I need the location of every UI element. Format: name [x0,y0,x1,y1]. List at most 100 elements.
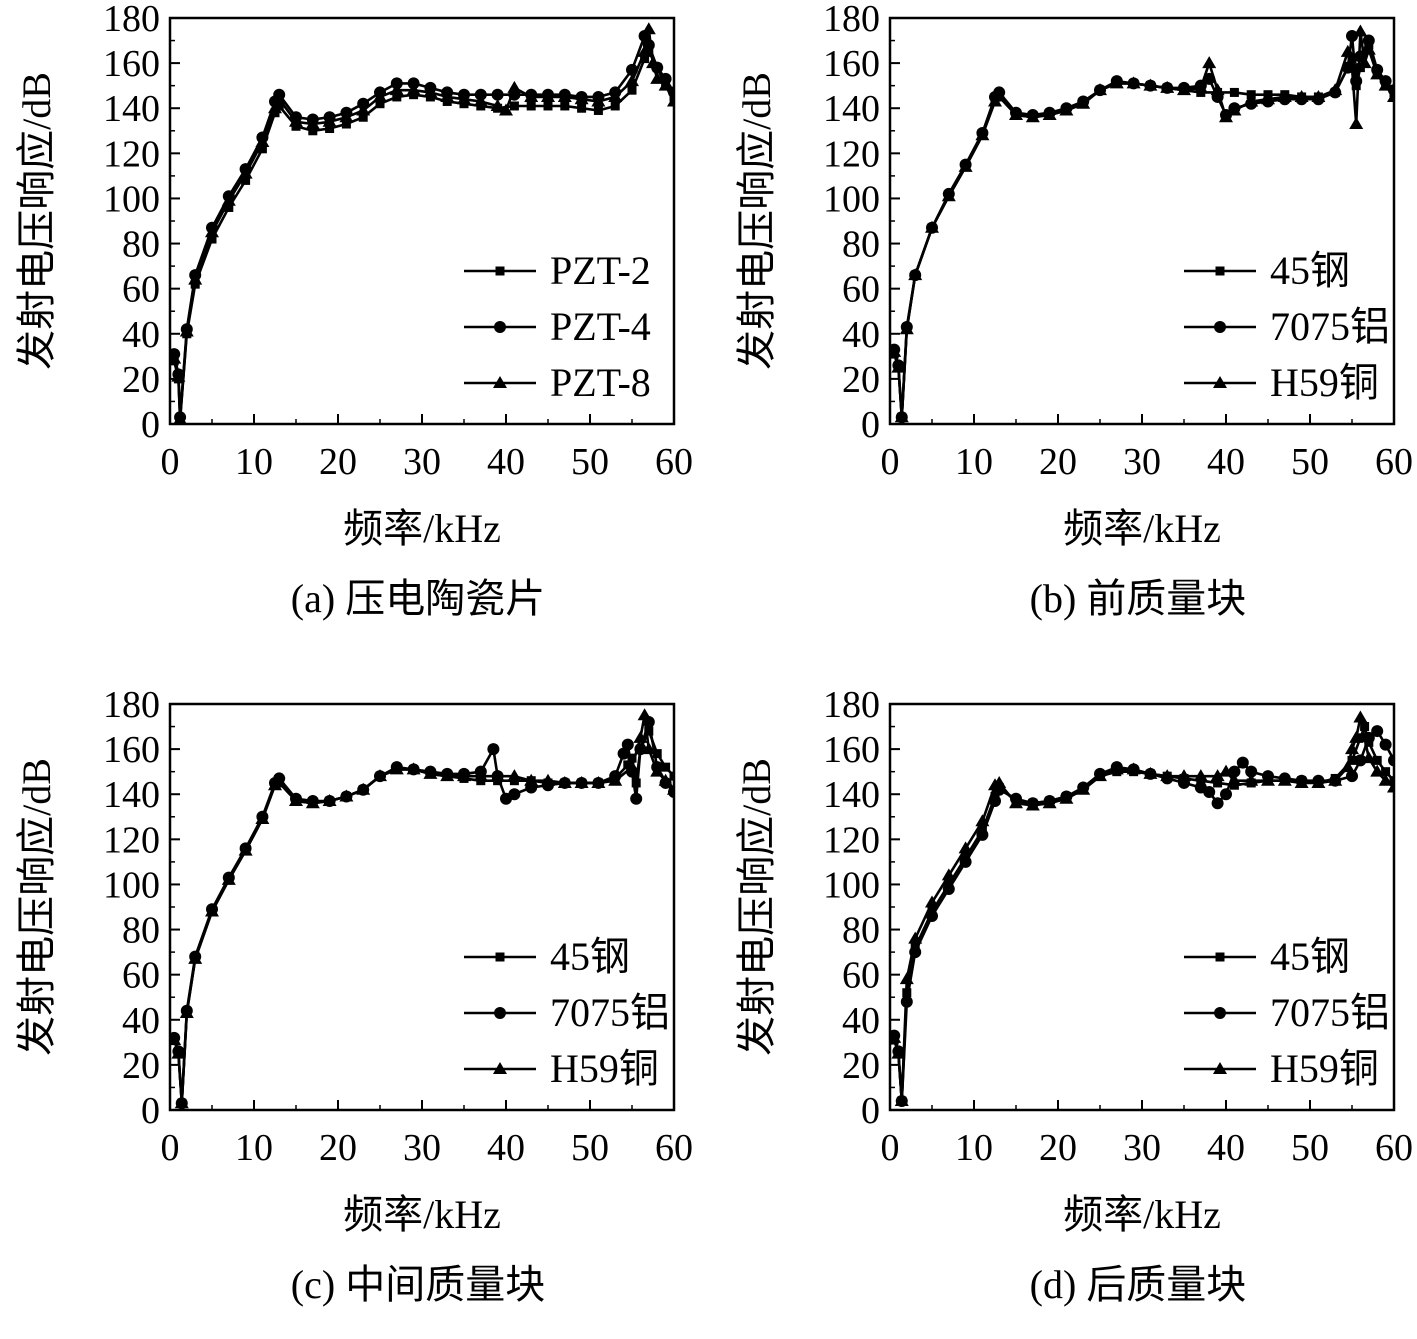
data-point [358,112,368,122]
data-point [289,793,303,806]
x-tick-label: 0 [881,1127,900,1169]
data-point [268,101,282,114]
data-point [1328,83,1343,96]
x-tick-label: 10 [235,1127,273,1169]
data-point [988,94,1002,107]
legend-label: H59铜 [1270,360,1379,405]
data-point [633,730,648,743]
data-point [1211,797,1224,810]
data-point [457,92,471,105]
x-tick-label: 0 [881,441,900,483]
data-point [1177,83,1191,96]
data-point [179,1006,194,1019]
data-point [908,931,923,944]
data-point [637,44,652,57]
data-point [1353,710,1368,723]
data-point [1389,776,1394,786]
data-point [1294,775,1309,788]
y-tick-label: 60 [842,269,880,311]
data-point [1009,796,1023,809]
data-point [637,708,652,721]
data-point [557,89,572,102]
data-point [1025,110,1040,123]
data-point [406,83,421,96]
data-point [1362,34,1375,47]
data-point [891,1046,906,1059]
y-tick-label: 60 [842,955,880,997]
data-point [509,101,519,111]
data-point [305,796,320,809]
data-point [617,747,630,760]
data-point [257,144,267,154]
y-tick-label: 160 [103,43,160,85]
data-point [289,114,303,127]
data-point [339,110,354,123]
data-point [667,94,674,107]
data-point [205,225,219,238]
y-tick-label: 80 [122,910,160,952]
data-point [1219,764,1233,777]
y-tick-label: 120 [103,819,160,861]
data-point [890,344,902,357]
data-point [221,193,236,206]
legend-label: 45钢 [1270,934,1350,979]
data-point [1311,775,1326,788]
data-point [1160,80,1175,93]
data-point [1345,742,1359,755]
legend-marker [1215,266,1225,276]
data-point [173,412,187,424]
y-tick-label: 0 [141,404,160,446]
data-point [1349,117,1364,130]
legend-marker [495,266,505,276]
x-tick-label: 30 [1123,1127,1161,1169]
data-point [1143,78,1158,91]
data-point [526,101,536,111]
x-tick-label: 50 [571,441,609,483]
data-point [524,773,539,786]
data-point [652,749,662,759]
data-point [457,769,471,782]
data-point [1361,751,1376,764]
y-tick-label: 120 [103,133,160,175]
legend-marker [1213,1062,1227,1074]
data-point [1042,796,1057,809]
data-point [1160,769,1175,782]
data-point [341,119,351,129]
data-point [1347,755,1357,765]
data-point [1354,754,1367,767]
y-tick-label: 100 [103,178,160,220]
y-tick-label: 160 [823,729,880,771]
data-point [610,101,620,111]
data-point [925,220,939,233]
data-point [1203,785,1216,798]
series-3 [890,24,1394,423]
y-tick-label: 160 [823,43,880,85]
data-point [958,159,973,172]
data-point [574,92,589,105]
chart-panel-4: 0 20 40 60 80 100 120 140 160 180 0 10 20 30 40 50 60 频率/… [720,684,1417,1339]
data-point [941,868,956,881]
y-tick-label: 80 [842,224,880,266]
data-point [1227,773,1242,786]
data-point [221,872,236,885]
legend-label: 7075铝 [1270,990,1390,1035]
data-point [356,103,371,116]
data-point [1277,773,1292,786]
data-point [308,126,318,136]
data-point [406,762,421,775]
data-point [207,234,217,244]
y-axis-label: 发射电压响应/dB [734,758,779,1056]
data-point [170,1033,182,1046]
data-point [1349,730,1364,743]
data-point [255,135,270,148]
data-point [1042,107,1057,120]
data-point [1076,96,1091,109]
series-3 [170,22,674,424]
data-point [1093,769,1107,782]
data-point [491,88,504,101]
chart-caption: (c) 中间质量块 [291,1262,545,1307]
legend-marker [493,376,507,388]
x-tick-label: 0 [161,441,180,483]
y-tick-label: 40 [122,1000,160,1042]
